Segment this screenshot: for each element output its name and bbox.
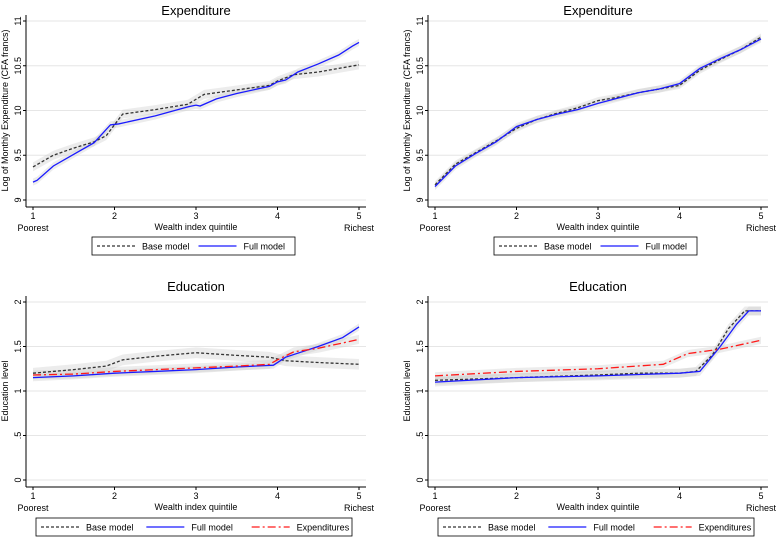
- legend-box: [35, 517, 353, 537]
- x-tick-label: 1: [30, 491, 35, 501]
- y-tick-label: 1.5: [13, 340, 23, 353]
- x-end-label-poorest: Poorest: [17, 503, 49, 513]
- x-tick-label: 2: [112, 211, 117, 221]
- legend-label: Base model: [142, 242, 190, 252]
- y-tick-label: 9.5: [13, 149, 23, 162]
- y-tick-label: 0: [13, 477, 23, 482]
- series-line-base-model: [32, 352, 360, 374]
- x-tick-label: 4: [275, 211, 280, 221]
- y-tick-label: 10: [13, 105, 23, 115]
- x-end-label-richest: Richest: [344, 503, 375, 513]
- legend-label: Expenditures: [297, 523, 350, 533]
- series-line-full-model: [434, 310, 761, 383]
- x-tick-label: 4: [275, 491, 280, 501]
- x-end-label-richest: Richest: [746, 223, 777, 233]
- legend-label: Base model: [544, 242, 592, 252]
- legend-label: Base model: [86, 523, 134, 533]
- y-tick-label: 2: [13, 299, 23, 304]
- x-axis-label: Wealth index quintile: [155, 222, 238, 232]
- confidence-band: [435, 306, 761, 387]
- x-tick-label: 2: [112, 491, 117, 501]
- series-line-full-model: [32, 326, 360, 379]
- confidence-band: [33, 60, 359, 172]
- x-tick-label: 2: [514, 211, 519, 221]
- legend-box: [437, 517, 755, 537]
- y-tick-label: .5: [415, 432, 425, 440]
- y-axis-label: Log of Monthly Expenditure (CFA francs): [402, 29, 412, 191]
- legend-label: Full model: [646, 242, 688, 252]
- x-tick-label: 3: [193, 211, 198, 221]
- x-axis-label: Wealth index quintile: [155, 502, 238, 512]
- y-tick-label: 10: [415, 105, 425, 115]
- x-end-label-richest: Richest: [746, 503, 777, 513]
- chart-title: Expenditure: [161, 3, 230, 18]
- y-tick-label: 9: [415, 197, 425, 202]
- x-end-label-poorest: Poorest: [419, 503, 451, 513]
- x-tick-label: 3: [193, 491, 198, 501]
- legend-label: Full model: [191, 523, 233, 533]
- x-tick-label: 5: [356, 491, 361, 501]
- y-tick-label: 1: [13, 388, 23, 393]
- confidence-band: [435, 336, 761, 380]
- y-tick-label: 11: [415, 16, 425, 25]
- confidence-band: [435, 306, 761, 385]
- confidence-band: [435, 35, 761, 191]
- y-tick-label: 1.5: [415, 340, 425, 353]
- chart-title: Education: [167, 279, 225, 294]
- x-tick-label: 1: [30, 211, 35, 221]
- confidence-band: [33, 347, 359, 379]
- confidence-band: [33, 38, 359, 186]
- x-tick-label: 1: [432, 491, 437, 501]
- y-tick-label: 9.5: [415, 149, 425, 162]
- y-tick-label: 0: [415, 477, 425, 482]
- x-tick-label: 5: [758, 211, 763, 221]
- series-line-full-model: [32, 41, 360, 183]
- y-axis-label: Education level: [402, 360, 412, 421]
- chart-title: Education: [569, 279, 627, 294]
- y-tick-label: 2: [415, 299, 425, 304]
- series-line-expenditures: [434, 339, 762, 377]
- x-tick-label: 5: [758, 491, 763, 501]
- legend-box: [493, 236, 698, 256]
- legend-label: Base model: [488, 523, 536, 533]
- x-tick-label: 2: [514, 491, 519, 501]
- x-axis-label: Wealth index quintile: [557, 222, 640, 232]
- confidence-band: [33, 334, 359, 380]
- x-end-label-richest: Richest: [344, 223, 375, 233]
- y-tick-label: 11: [13, 16, 23, 25]
- y-tick-label: .5: [13, 432, 23, 440]
- chart-title: Expenditure: [563, 3, 632, 18]
- series-line-expenditures: [32, 338, 360, 376]
- x-tick-label: 4: [677, 211, 682, 221]
- x-axis-label: Wealth index quintile: [557, 502, 640, 512]
- x-tick-label: 4: [677, 491, 682, 501]
- legend-label: Full model: [244, 242, 286, 252]
- y-tick-label: 1: [415, 388, 425, 393]
- legend-label: Expenditures: [699, 523, 752, 533]
- y-axis-label: Log of Monthly Expenditure (CFA francs): [0, 29, 10, 191]
- x-tick-label: 3: [595, 491, 600, 501]
- x-tick-label: 5: [356, 211, 361, 221]
- x-end-label-poorest: Poorest: [419, 223, 451, 233]
- x-tick-label: 1: [432, 211, 437, 221]
- series-line-base-model: [32, 64, 360, 168]
- x-end-label-poorest: Poorest: [17, 223, 49, 233]
- legend-box: [91, 236, 296, 256]
- y-tick-label: 10.5: [13, 57, 23, 75]
- y-axis-label: Education level: [0, 360, 10, 421]
- series-line-base-model: [434, 36, 762, 186]
- y-tick-label: 9: [13, 197, 23, 202]
- series-line-full-model: [434, 38, 762, 188]
- legend-label: Full model: [593, 523, 635, 533]
- y-tick-label: 10.5: [415, 57, 425, 75]
- x-tick-label: 3: [595, 211, 600, 221]
